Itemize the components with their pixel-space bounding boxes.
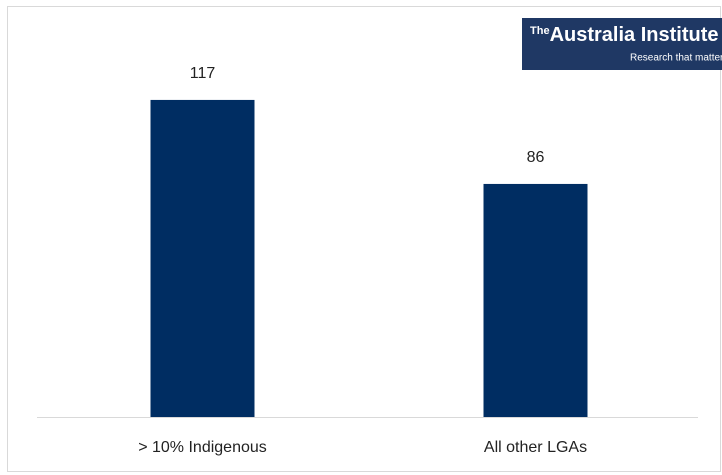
logo-tagline: Research that matters <box>630 53 722 64</box>
bar <box>483 183 588 417</box>
chart-frame <box>7 6 721 472</box>
x-tick-label: All other LGAs <box>484 439 587 456</box>
logo: TheAustralia Institute Research that mat… <box>522 18 722 70</box>
data-label: 117 <box>190 65 216 82</box>
data-label: 86 <box>527 149 545 166</box>
logo-prefix: The <box>530 25 550 37</box>
logo-box <box>522 18 722 70</box>
logo-title: Australia Institute <box>550 24 719 46</box>
bar <box>150 99 255 418</box>
x-tick-label: > 10% Indigenous <box>138 439 267 456</box>
logo-name: TheAustralia Institute <box>530 24 718 46</box>
